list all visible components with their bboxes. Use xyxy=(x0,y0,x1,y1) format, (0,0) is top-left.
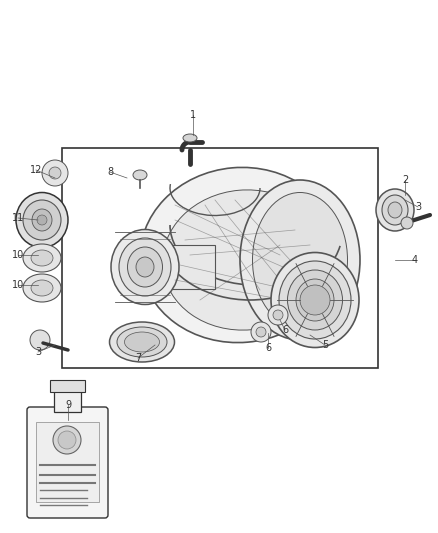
Circle shape xyxy=(30,330,50,350)
Ellipse shape xyxy=(382,195,408,225)
Ellipse shape xyxy=(279,261,351,339)
Ellipse shape xyxy=(271,253,359,348)
Ellipse shape xyxy=(162,190,328,330)
Ellipse shape xyxy=(23,200,61,240)
Circle shape xyxy=(42,160,68,186)
Text: 12: 12 xyxy=(30,165,42,175)
Ellipse shape xyxy=(23,274,61,302)
Circle shape xyxy=(58,431,76,449)
Circle shape xyxy=(37,215,47,225)
Text: 6: 6 xyxy=(282,325,288,335)
Ellipse shape xyxy=(133,170,147,180)
Ellipse shape xyxy=(119,238,171,296)
Ellipse shape xyxy=(388,202,402,218)
Ellipse shape xyxy=(240,180,360,340)
Text: 1: 1 xyxy=(190,110,196,120)
Circle shape xyxy=(256,327,266,337)
Ellipse shape xyxy=(31,280,53,296)
Ellipse shape xyxy=(110,322,174,362)
Ellipse shape xyxy=(296,279,334,321)
Circle shape xyxy=(53,426,81,454)
Bar xyxy=(50,380,85,392)
Text: 5: 5 xyxy=(322,340,328,350)
Text: 7: 7 xyxy=(135,353,141,363)
Circle shape xyxy=(251,322,271,342)
Text: 9: 9 xyxy=(65,400,71,410)
Ellipse shape xyxy=(31,250,53,266)
Bar xyxy=(54,390,81,412)
Ellipse shape xyxy=(183,134,197,142)
Text: 11: 11 xyxy=(12,213,24,223)
Ellipse shape xyxy=(140,167,340,343)
Circle shape xyxy=(49,167,61,179)
Ellipse shape xyxy=(376,189,414,231)
FancyBboxPatch shape xyxy=(27,407,108,518)
Text: 2: 2 xyxy=(402,175,408,185)
Text: 4: 4 xyxy=(412,255,418,265)
Text: 8: 8 xyxy=(107,167,113,177)
Ellipse shape xyxy=(32,209,52,231)
Circle shape xyxy=(268,305,288,325)
Circle shape xyxy=(273,310,283,320)
Text: 3: 3 xyxy=(35,347,41,357)
Text: 10: 10 xyxy=(12,280,24,290)
Ellipse shape xyxy=(111,230,179,304)
Ellipse shape xyxy=(287,270,343,330)
Ellipse shape xyxy=(124,332,159,352)
Ellipse shape xyxy=(23,244,61,272)
Ellipse shape xyxy=(136,257,154,277)
Ellipse shape xyxy=(252,192,347,327)
Circle shape xyxy=(300,285,330,315)
Ellipse shape xyxy=(127,247,162,287)
Text: 6: 6 xyxy=(265,343,271,353)
Bar xyxy=(62,148,378,368)
Ellipse shape xyxy=(117,327,167,357)
Text: 10: 10 xyxy=(12,250,24,260)
Circle shape xyxy=(401,217,413,229)
Bar xyxy=(155,245,215,289)
Text: 3: 3 xyxy=(415,202,421,212)
Ellipse shape xyxy=(16,192,68,247)
Bar xyxy=(36,422,99,502)
